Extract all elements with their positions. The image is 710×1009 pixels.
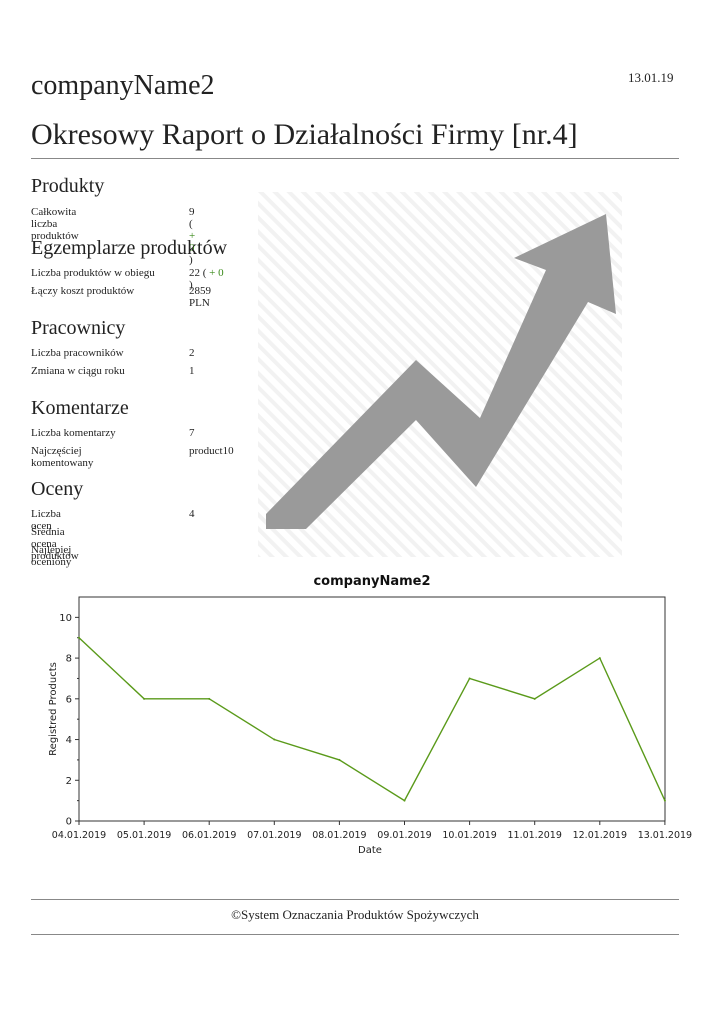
data-point [533,697,536,700]
stat-delta: + 0 [189,230,196,254]
stat-value: 1 [189,365,195,377]
stat-label: Całkowita liczba produktów [31,206,79,242]
y-tick-label: 2 [66,776,72,787]
x-axis-title: Date [358,845,382,856]
y-axis-title: Registred Products [48,662,59,756]
stat-row: Łączy koszt produktów 2859 PLN [31,285,227,309]
stat-row: Liczba pracowników 2 [31,347,195,365]
line-chart: 0 2 4 6 8 10 04.01.2019 05.01.2019 06.01.2019 07.… [0,590,710,870]
company-name: companyName2 [31,70,215,101]
data-point [468,677,471,680]
stat-value: 9 ( + 0 ) [189,206,196,266]
trend-arrow-icon [258,192,622,557]
x-tick-label: 13.01.2019 [638,830,692,841]
stat-value: 4 [189,508,195,520]
stat-row: Liczba ocen 4 [31,508,195,532]
stat-row: Najczęściej komentowany product10 [31,445,234,469]
stat-row: Najlepiej oceniony [31,544,83,568]
series-line [78,637,666,802]
data-point [598,657,601,660]
y-tick-label: 10 [59,613,72,624]
header-divider [31,158,679,159]
data-point [663,799,666,802]
stat-label: Liczba pracowników [31,347,124,359]
x-tick-label: 04.01.2019 [52,830,106,841]
x-tick-label: 12.01.2019 [573,830,627,841]
stat-label: Liczba komentarzy [31,427,116,439]
x-tick-label: 05.01.2019 [117,830,171,841]
stat-value: 7 [189,427,195,439]
report-date: 13.01.19 [628,70,674,85]
stat-label: Łączy koszt produktów [31,285,135,297]
footer-divider-top [31,899,679,900]
section-heading: Egzemplarze produktów [31,237,228,259]
stat-label: Zmiana w ciągu roku [31,365,125,377]
section-heading: Pracownicy [31,317,126,339]
section-egzemplarze: Egzemplarze produktów Liczba produktów w… [31,237,228,309]
data-point [78,636,80,639]
stat-label: Średnia ocena produktów [31,526,79,562]
x-tick-label: 08.01.2019 [312,830,366,841]
y-tick-label: 0 [66,817,72,828]
footer-divider-bottom [31,934,679,935]
stat-value: 2859 PLN [189,285,211,309]
section-heading: Produkty [31,175,105,197]
section-heading: Komentarze [31,397,129,419]
stat-label: Liczba produktów w obiegu [31,267,155,279]
section-produkty: Produkty Całkowita liczba produktów 9 ( … [31,175,195,266]
footer-copyright: ©System Oznaczania Produktów Spożywczych [231,907,479,922]
y-tick-label: 8 [66,654,72,665]
stat-value: 2 [189,347,195,359]
plot-frame [78,596,666,822]
stat-value: 22 ( + 0 ) [189,267,224,291]
x-tick-label: 07.01.2019 [247,830,301,841]
section-komentarze: Komentarze Liczba komentarzy 7 Najczęści… [31,397,234,469]
stat-row: Zmiana w ciągu roku 1 [31,365,195,383]
stat-row: Całkowita liczba produktów 9 ( + 0 ) [31,206,195,266]
stat-label: Najczęściej komentowany [31,445,94,469]
data-point [273,738,276,741]
section-heading: Oceny [31,478,84,500]
x-tick-label: 09.01.2019 [377,830,431,841]
stat-delta: + 0 [209,267,224,279]
data-point [338,758,341,761]
stat-row: Liczba produktów w obiegu 22 ( + 0 ) [31,267,227,291]
stat-label: Najlepiej oceniony [31,544,72,568]
x-tick-label: 11.01.2019 [507,830,561,841]
y-tick-label: 6 [66,694,72,705]
data-point [208,697,211,700]
section-pracownicy: Pracownicy Liczba pracowników 2 Zmiana w… [31,317,195,383]
stat-value: product10 [189,445,234,457]
chart-title: companyName2 [313,574,431,589]
data-point [403,799,406,802]
x-tick-label: 10.01.2019 [442,830,496,841]
stat-row: Średnia ocena produktów [31,526,83,562]
y-tick-label: 4 [66,735,72,746]
stat-label: Liczba ocen [31,508,61,532]
report-title: Okresowy Raport o Działalności Firmy [nr… [31,118,578,151]
data-point [143,697,146,700]
x-tick-label: 06.01.2019 [182,830,236,841]
section-oceny: Oceny Liczba ocen 4 Średnia ocena produk… [31,478,195,568]
stat-row: Liczba komentarzy 7 [31,427,195,445]
